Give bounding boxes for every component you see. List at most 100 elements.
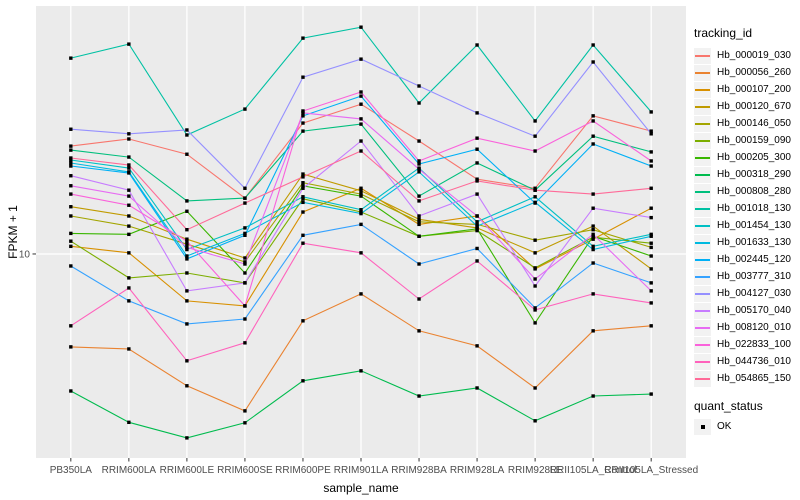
legend-item: Hb_003777_310 bbox=[694, 268, 800, 285]
data-point bbox=[533, 134, 537, 138]
data-point bbox=[533, 238, 537, 242]
data-point bbox=[533, 284, 537, 288]
data-point bbox=[417, 139, 421, 143]
data-point bbox=[69, 192, 73, 196]
x-tick-label: RRIM600SE bbox=[217, 465, 273, 476]
legend-item-label: Hb_001018_130 bbox=[717, 203, 791, 214]
y-axis-title: FPKM + 1 bbox=[6, 205, 20, 259]
data-point bbox=[301, 172, 305, 176]
data-point bbox=[127, 224, 131, 228]
data-point bbox=[243, 107, 247, 111]
legend-key bbox=[694, 115, 711, 132]
legend-key bbox=[694, 285, 711, 302]
x-tick-label: RRII105LA_Stressed bbox=[604, 465, 698, 476]
quant-label: OK bbox=[717, 421, 732, 432]
x-tick-label: RRIM928BA bbox=[391, 465, 447, 476]
data-point bbox=[591, 142, 595, 146]
legend-line-swatch bbox=[695, 190, 710, 193]
legend-item: Hb_008120_010 bbox=[694, 319, 800, 336]
legend-key bbox=[694, 319, 711, 336]
legend-line-swatch bbox=[695, 139, 710, 142]
data-point bbox=[533, 266, 537, 270]
data-point bbox=[69, 231, 73, 236]
legend-key bbox=[694, 47, 711, 64]
x-tick-label: RRIM928LE bbox=[508, 465, 563, 476]
data-point bbox=[591, 244, 595, 249]
data-point bbox=[359, 102, 363, 106]
legend-line-swatch bbox=[695, 207, 710, 210]
data-point bbox=[591, 206, 595, 210]
data-point bbox=[243, 317, 247, 321]
data-point bbox=[591, 227, 595, 232]
legend-line-swatch bbox=[695, 156, 710, 159]
data-point bbox=[185, 271, 189, 275]
x-axis-title: sample_name bbox=[323, 481, 399, 495]
data-point bbox=[69, 56, 73, 60]
legend-key bbox=[694, 166, 711, 183]
data-point bbox=[475, 220, 479, 224]
data-point bbox=[69, 156, 73, 160]
data-point bbox=[359, 94, 363, 98]
data-point bbox=[301, 121, 305, 125]
data-point bbox=[591, 237, 595, 241]
data-point bbox=[127, 299, 131, 303]
data-point bbox=[185, 128, 189, 132]
data-point bbox=[301, 111, 305, 115]
data-point bbox=[69, 324, 73, 328]
legend-item-label: Hb_054865_150 bbox=[717, 373, 791, 384]
data-point bbox=[185, 359, 189, 363]
data-point bbox=[591, 329, 595, 333]
data-point bbox=[591, 292, 595, 296]
legend-item: Hb_000107_200 bbox=[694, 81, 800, 98]
data-point bbox=[533, 188, 537, 192]
data-point bbox=[69, 244, 73, 249]
data-point bbox=[649, 254, 653, 258]
data-point bbox=[185, 242, 189, 246]
x-tick-label: RRIM600PE bbox=[275, 465, 331, 476]
legend-item: Hb_001018_130 bbox=[694, 200, 800, 217]
data-point bbox=[649, 129, 653, 133]
data-point bbox=[591, 192, 595, 196]
data-point bbox=[475, 111, 479, 115]
data-point bbox=[243, 226, 247, 230]
legend-item: Hb_004127_030 bbox=[694, 285, 800, 302]
data-point bbox=[533, 306, 537, 310]
data-point bbox=[69, 144, 73, 148]
legend-item-label: Hb_000120_670 bbox=[717, 101, 791, 112]
data-point bbox=[127, 232, 131, 237]
legend-item-label: Hb_002445_120 bbox=[717, 254, 791, 265]
data-point bbox=[533, 308, 537, 312]
data-point bbox=[69, 174, 73, 178]
data-point bbox=[127, 347, 131, 351]
legend-key bbox=[694, 81, 711, 98]
data-point bbox=[649, 281, 653, 285]
data-point bbox=[359, 192, 363, 196]
x-tick-label: RRIM600LE bbox=[160, 465, 215, 476]
x-tick-label: RRII105LA_Control bbox=[550, 465, 637, 476]
ok-point-icon bbox=[700, 424, 705, 429]
data-point bbox=[301, 195, 305, 199]
data-point bbox=[475, 136, 479, 140]
legend-item-label: Hb_000056_260 bbox=[717, 67, 791, 78]
data-point bbox=[533, 277, 537, 281]
legend-item: Hb_000056_260 bbox=[694, 64, 800, 81]
data-point bbox=[417, 394, 421, 398]
x-tick-label: RRIM901LA bbox=[334, 465, 389, 476]
y-tick-label: 10 bbox=[19, 249, 31, 260]
data-point bbox=[591, 247, 595, 252]
legend-title: tracking_id bbox=[694, 26, 753, 40]
legend-item: Hb_000019_030 bbox=[694, 47, 800, 64]
data-point bbox=[417, 170, 421, 174]
data-point bbox=[243, 304, 247, 308]
data-point bbox=[185, 289, 189, 293]
legend-item: Hb_001633_130 bbox=[694, 234, 800, 251]
legend-key bbox=[694, 251, 711, 268]
data-point bbox=[185, 436, 189, 440]
data-point bbox=[127, 214, 131, 218]
data-point bbox=[243, 262, 247, 266]
data-point bbox=[127, 171, 131, 175]
data-point bbox=[649, 159, 653, 163]
data-point bbox=[649, 392, 653, 396]
legend-line-swatch bbox=[695, 88, 710, 91]
